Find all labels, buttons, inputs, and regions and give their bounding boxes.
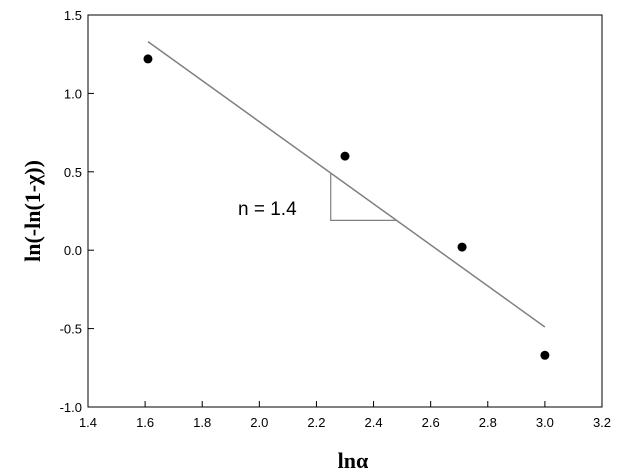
x-axis: 1.4 1.6 1.8 2.0 2.2 2.4 2.6 2.8 3.0 3.2: [79, 401, 611, 430]
x-tick-label: 2.4: [365, 415, 383, 430]
y-tick-label: 0.0: [64, 243, 82, 258]
x-tick-label: 2.2: [307, 415, 325, 430]
x-axis-label: lnα: [338, 448, 369, 473]
y-tick-label: 0.5: [64, 165, 82, 180]
x-tick-label: 1.8: [193, 415, 211, 430]
data-point: [143, 54, 153, 64]
x-tick-label: 3.0: [536, 415, 554, 430]
y-tick-label: 1.0: [64, 86, 82, 101]
x-tick-label: 2.8: [479, 415, 497, 430]
fit-line: [147, 41, 546, 328]
y-axis: -1.0 -0.5 0.0 0.5 1.0 1.5: [60, 8, 94, 415]
y-axis-label: ln(-ln(1-χ)): [20, 160, 45, 262]
y-tick-label: -0.5: [60, 322, 82, 337]
x-tick-label: 1.4: [79, 415, 97, 430]
x-tick-label: 3.2: [593, 415, 611, 430]
slope-annotation: n = 1.4: [238, 199, 297, 220]
slope-triangle: [330, 173, 397, 222]
x-tick-label: 2.6: [422, 415, 440, 430]
data-point: [540, 350, 550, 360]
data-point: [457, 242, 467, 252]
y-tick-label: 1.5: [64, 8, 82, 23]
plot-marks: [143, 41, 550, 360]
y-tick-label: -1.0: [60, 400, 82, 415]
x-tick-label: 2.0: [250, 415, 268, 430]
x-tick-label: 1.6: [136, 415, 154, 430]
data-point: [340, 151, 350, 161]
plot-frame: [87, 14, 603, 408]
